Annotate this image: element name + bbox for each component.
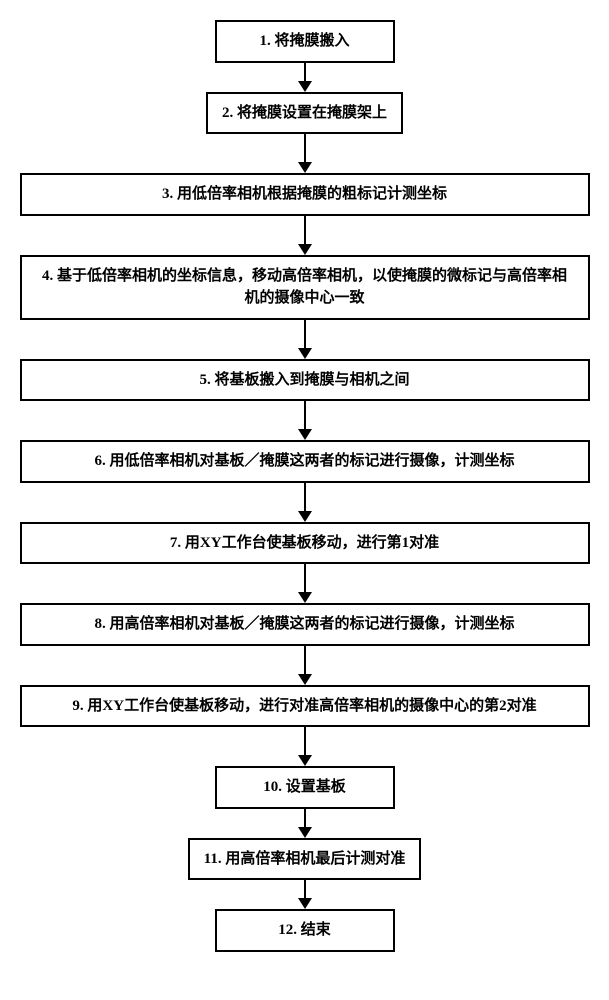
step-11: 11. 用高倍率相机最后计测对准 bbox=[188, 838, 422, 881]
arrow-head-icon bbox=[298, 511, 312, 522]
step-2: 2. 将掩膜设置在掩膜架上 bbox=[206, 92, 403, 135]
arrow-line bbox=[304, 646, 306, 674]
arrow-line bbox=[304, 564, 306, 592]
step-7: 7. 用XY工作台使基板移动，进行第1对准 bbox=[20, 522, 590, 565]
arrow-head-icon bbox=[298, 244, 312, 255]
arrow-line bbox=[304, 320, 306, 348]
arrow-5 bbox=[298, 401, 312, 440]
step-10: 10. 设置基板 bbox=[215, 766, 395, 809]
arrow-line bbox=[304, 63, 306, 81]
arrow-11 bbox=[298, 880, 312, 909]
arrow-9 bbox=[298, 727, 312, 766]
step-3: 3. 用低倍率相机根据掩膜的粗标记计测坐标 bbox=[20, 173, 590, 216]
arrow-line bbox=[304, 401, 306, 429]
arrow-line bbox=[304, 134, 306, 162]
arrow-4 bbox=[298, 320, 312, 359]
step-12: 12. 结束 bbox=[215, 909, 395, 952]
arrow-line bbox=[304, 483, 306, 511]
arrow-1 bbox=[298, 63, 312, 92]
arrow-head-icon bbox=[298, 827, 312, 838]
arrow-head-icon bbox=[298, 429, 312, 440]
arrow-8 bbox=[298, 646, 312, 685]
arrow-line bbox=[304, 727, 306, 755]
arrow-head-icon bbox=[298, 592, 312, 603]
arrow-10 bbox=[298, 809, 312, 838]
flowchart-container: 1. 将掩膜搬入 2. 将掩膜设置在掩膜架上 3. 用低倍率相机根据掩膜的粗标记… bbox=[10, 20, 599, 952]
step-8: 8. 用高倍率相机对基板／掩膜这两者的标记进行摄像，计测坐标 bbox=[20, 603, 590, 646]
arrow-2 bbox=[298, 134, 312, 173]
arrow-head-icon bbox=[298, 162, 312, 173]
arrow-head-icon bbox=[298, 674, 312, 685]
arrow-head-icon bbox=[298, 81, 312, 92]
arrow-line bbox=[304, 216, 306, 244]
arrow-head-icon bbox=[298, 898, 312, 909]
arrow-head-icon bbox=[298, 348, 312, 359]
step-4: 4. 基于低倍率相机的坐标信息，移动高倍率相机，以使掩膜的微标记与高倍率相机的摄… bbox=[20, 255, 590, 320]
step-5: 5. 将基板搬入到掩膜与相机之间 bbox=[20, 359, 590, 402]
arrow-head-icon bbox=[298, 755, 312, 766]
arrow-line bbox=[304, 880, 306, 898]
step-9: 9. 用XY工作台使基板移动，进行对准高倍率相机的摄像中心的第2对准 bbox=[20, 685, 590, 728]
arrow-line bbox=[304, 809, 306, 827]
step-6: 6. 用低倍率相机对基板／掩膜这两者的标记进行摄像，计测坐标 bbox=[20, 440, 590, 483]
step-1: 1. 将掩膜搬入 bbox=[215, 20, 395, 63]
arrow-7 bbox=[298, 564, 312, 603]
arrow-3 bbox=[298, 216, 312, 255]
arrow-6 bbox=[298, 483, 312, 522]
